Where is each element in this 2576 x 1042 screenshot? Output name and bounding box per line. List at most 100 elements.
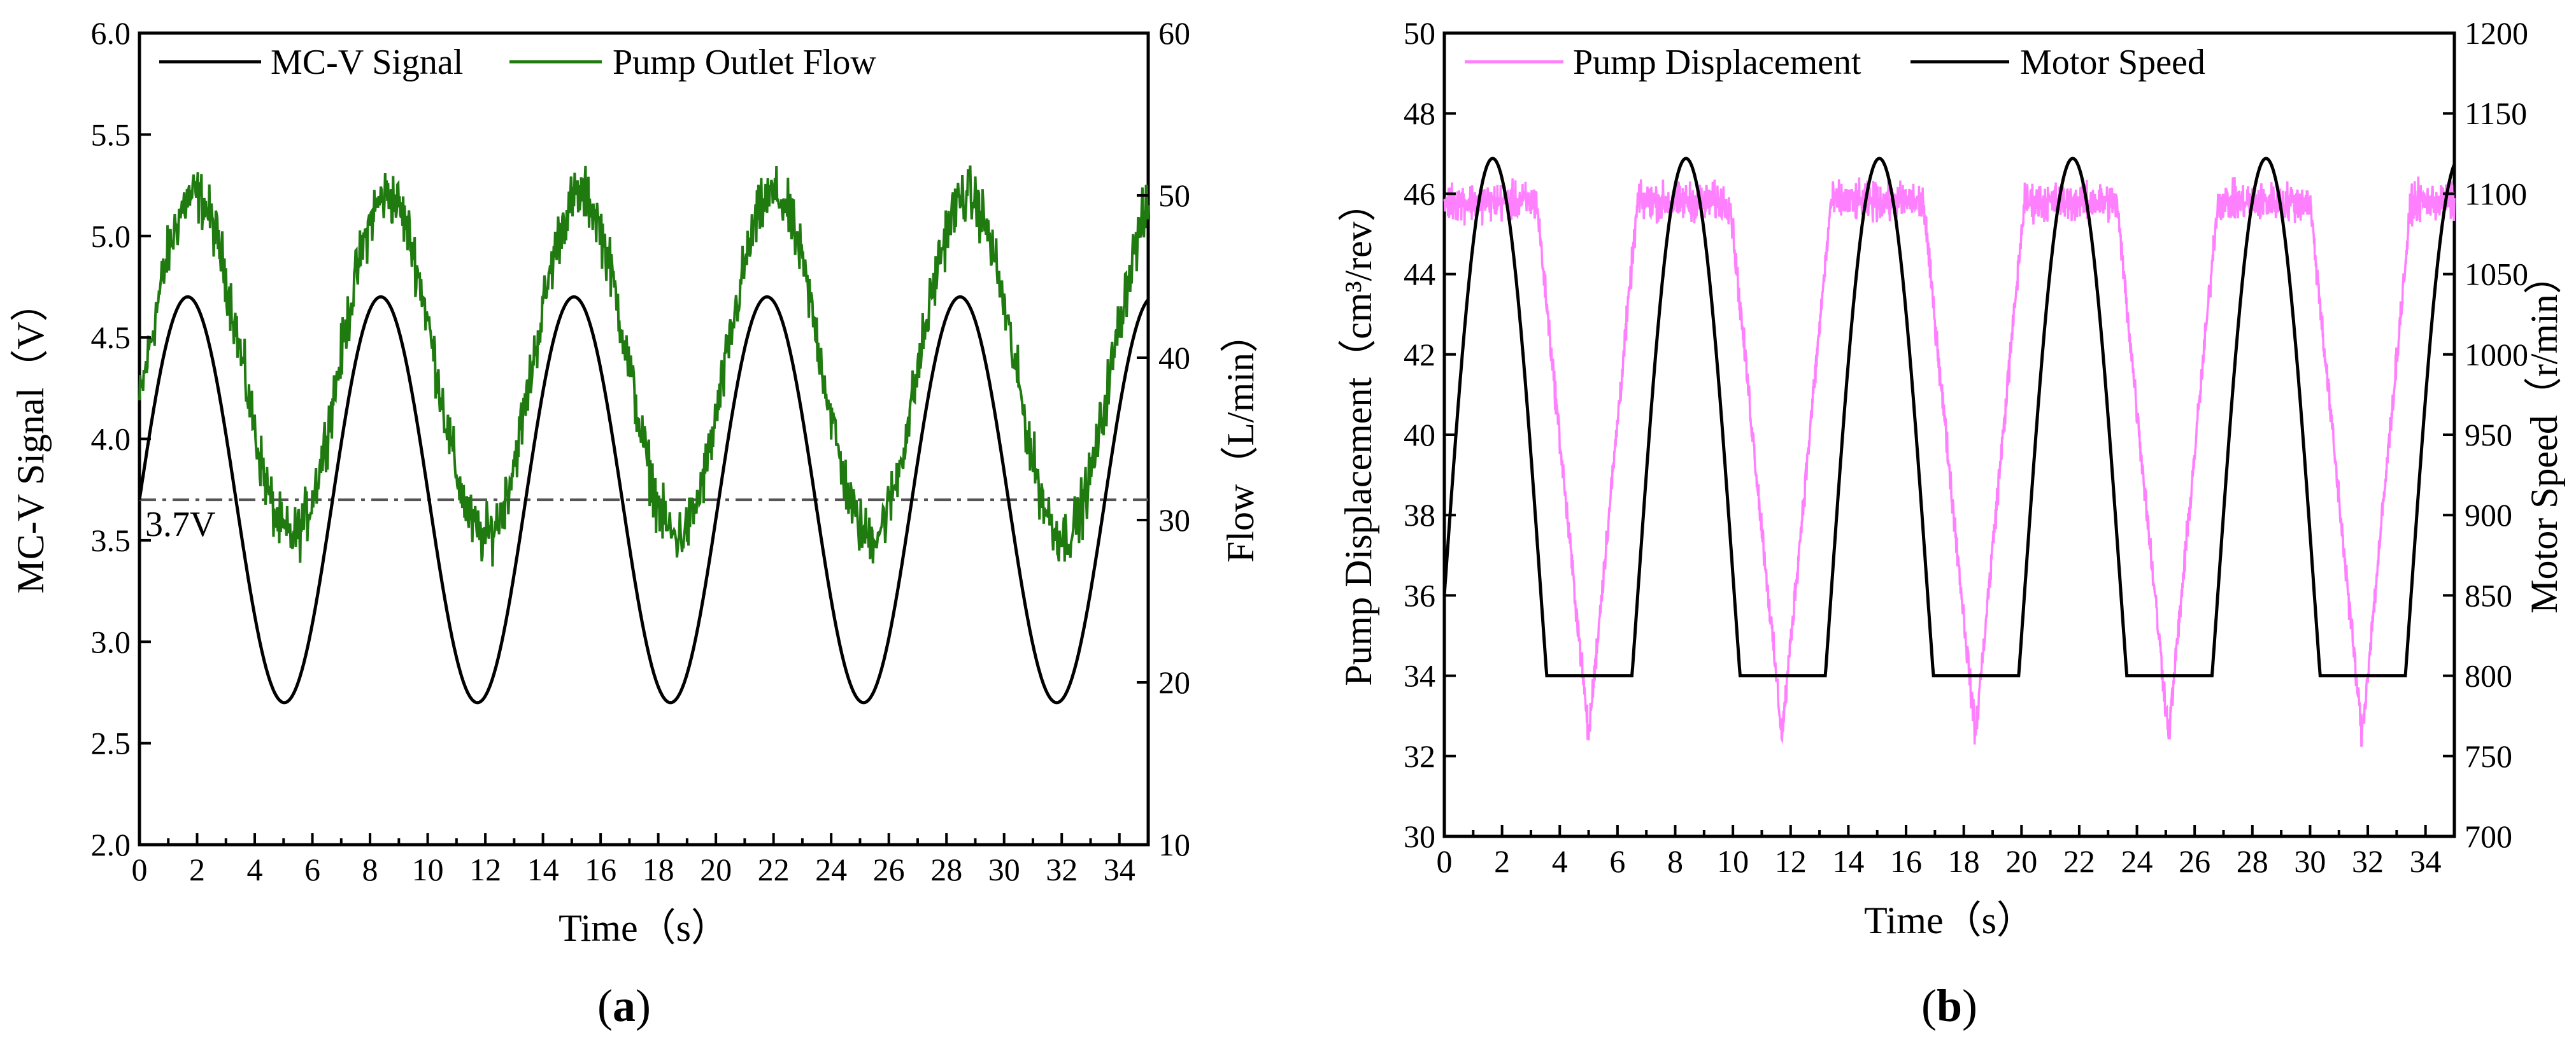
y-right-tick-label: 1000: [2465, 337, 2528, 372]
x-tick-label: 8: [362, 852, 378, 887]
x-tick-label: 22: [2063, 843, 2095, 879]
panel-b-right-y-axis-title: Motor Speed（r/min）: [2523, 256, 2565, 614]
x-tick-label: 26: [873, 852, 905, 887]
panel-a-right-y-ticks: 10 20 30 40 50 60: [1137, 15, 1190, 862]
panel-b-series-group: [1442, 157, 2456, 747]
x-tick-label: 32: [1046, 852, 1078, 887]
series-line-pump-displacement: [1443, 176, 2456, 747]
panel-b-left-y-axis-title: Pump Displacement（cm³/rev）: [1337, 183, 1379, 686]
y-left-tick-label: 2.5: [91, 726, 131, 761]
x-tick-label: 0: [1437, 843, 1453, 879]
y-left-tick-label: 32: [1404, 738, 1435, 774]
panel-b: 0 2 4 6 8 10 12 14 16 18 20 22 24 26 28 30 32 34 30323436…: [1337, 15, 2565, 1031]
y-right-tick-label: 20: [1158, 665, 1190, 700]
panel-b-right-y-ticks: 700 750 800 850 900 950 1000 1050 1100 1150 1200: [2443, 15, 2528, 854]
x-tick-label: 16: [1890, 843, 1922, 879]
panel-a: 0 2 4 6 8 10 12 14 16 18 20 22 24 26 28 30 32 34 2.02.53.…: [10, 15, 1262, 1031]
x-tick-label: 14: [527, 852, 559, 887]
y-left-tick-label: 3.5: [91, 523, 131, 558]
x-tick-label: 22: [758, 852, 790, 887]
panel-a-left-y-axis-title: MC-V Signal（V）: [10, 283, 52, 593]
legend-b-label-displacement: Pump Displacement: [1573, 43, 1861, 82]
y-left-tick-label: 38: [1404, 497, 1435, 533]
panel-b-x-ticks: 0 2 4 6 8 10 12 14 16 18 20 22 24 26 28 30 32 34: [1437, 825, 2442, 879]
panel-a-label-letter: a: [613, 980, 636, 1031]
x-tick-label: 20: [700, 852, 732, 887]
y-left-tick-label: 50: [1404, 15, 1435, 51]
y-left-tick-label: 46: [1404, 176, 1435, 211]
series-line-motor-speed: [1442, 157, 2456, 678]
y-left-tick-label: 34: [1404, 658, 1435, 694]
x-tick-label: 30: [2294, 843, 2326, 879]
y-right-tick-label: 10: [1158, 827, 1190, 862]
x-tick-label: 10: [412, 852, 444, 887]
x-tick-label: 8: [1667, 843, 1683, 879]
y-left-tick-label: 40: [1404, 417, 1435, 453]
x-tick-label: 4: [1552, 843, 1568, 879]
legend-a-label-flow: Pump Outlet Flow: [613, 43, 876, 82]
panel-a-annotation-3p7v: 3.7V: [145, 505, 215, 544]
x-tick-label: 12: [469, 852, 501, 887]
y-right-tick-label: 950: [2465, 417, 2512, 453]
x-tick-label: 34: [2410, 843, 2442, 879]
x-tick-label: 26: [2179, 843, 2210, 879]
x-tick-label: 34: [1104, 852, 1135, 887]
panel-a-label: (a): [597, 980, 651, 1031]
panel-a-x-ticks: 0 2 4 6 8 10 12 14 16 18 20 22 24 26 28 30 32 34: [132, 833, 1135, 887]
y-right-tick-label: 60: [1158, 15, 1190, 51]
legend-b-label-motor-speed: Motor Speed: [2020, 43, 2205, 82]
y-right-tick-label: 800: [2465, 658, 2512, 694]
y-right-tick-label: 30: [1158, 502, 1190, 538]
y-right-tick-label: 850: [2465, 577, 2512, 613]
x-tick-label: 6: [304, 852, 320, 887]
x-tick-label: 2: [1494, 843, 1510, 879]
panel-b-x-axis-title: Time（s）: [1864, 899, 2035, 941]
y-right-tick-label: 1200: [2465, 15, 2528, 51]
legend-a-label-mc-v: MC-V Signal: [271, 43, 463, 82]
panel-a-series-group: [138, 165, 1149, 705]
x-tick-label: 18: [643, 852, 674, 887]
panel-b-label-letter: b: [1937, 980, 1962, 1031]
y-left-tick-label: 36: [1404, 577, 1435, 613]
series-line-mc-v-signal: [138, 295, 1149, 705]
x-tick-label: 14: [1832, 843, 1864, 879]
y-left-tick-label: 48: [1404, 95, 1435, 131]
y-right-tick-label: 750: [2465, 738, 2512, 774]
y-left-tick-label: 30: [1404, 819, 1435, 854]
x-tick-label: 16: [585, 852, 616, 887]
x-tick-label: 12: [1775, 843, 1807, 879]
y-right-tick-label: 900: [2465, 497, 2512, 533]
y-left-tick-label: 5.0: [91, 218, 131, 254]
x-tick-label: 28: [2237, 843, 2268, 879]
y-left-tick-label: 42: [1404, 337, 1435, 372]
y-right-tick-label: 50: [1158, 178, 1190, 213]
panel-a-left-y-ticks: 2.0 2.5 3.0 3.5 4.0 4.5 5.0 5.5 6.0: [91, 15, 151, 862]
y-left-tick-label: 44: [1404, 257, 1435, 292]
x-tick-label: 18: [1948, 843, 1980, 879]
y-left-tick-label: 2.0: [91, 827, 131, 862]
x-tick-label: 30: [988, 852, 1020, 887]
x-tick-label: 4: [247, 852, 263, 887]
x-tick-label: 0: [132, 852, 148, 887]
y-left-tick-label: 5.5: [91, 116, 131, 152]
panel-a-right-y-axis-title: Flow（L/min）: [1220, 314, 1262, 563]
x-tick-label: 24: [815, 852, 847, 887]
y-left-tick-label: 3.0: [91, 624, 131, 659]
x-tick-label: 6: [1609, 843, 1625, 879]
y-right-tick-label: 1150: [2465, 95, 2527, 131]
y-right-tick-label: 40: [1158, 340, 1190, 376]
x-tick-label: 32: [2352, 843, 2384, 879]
y-left-tick-label: 6.0: [91, 15, 131, 51]
x-tick-label: 20: [2005, 843, 2037, 879]
y-left-tick-label: 4.0: [91, 421, 131, 457]
panel-b-left-y-ticks: 30 32 34 36 38 40 42 44 46 48 50: [1404, 15, 1456, 854]
x-tick-label: 28: [930, 852, 962, 887]
y-right-tick-label: 1100: [2465, 176, 2527, 211]
x-tick-label: 2: [189, 852, 205, 887]
x-tick-label: 10: [1717, 843, 1749, 879]
y-left-tick-label: 4.5: [91, 320, 131, 355]
y-right-tick-label: 1050: [2465, 257, 2528, 292]
x-tick-label: 24: [2121, 843, 2153, 879]
y-right-tick-label: 700: [2465, 819, 2512, 854]
